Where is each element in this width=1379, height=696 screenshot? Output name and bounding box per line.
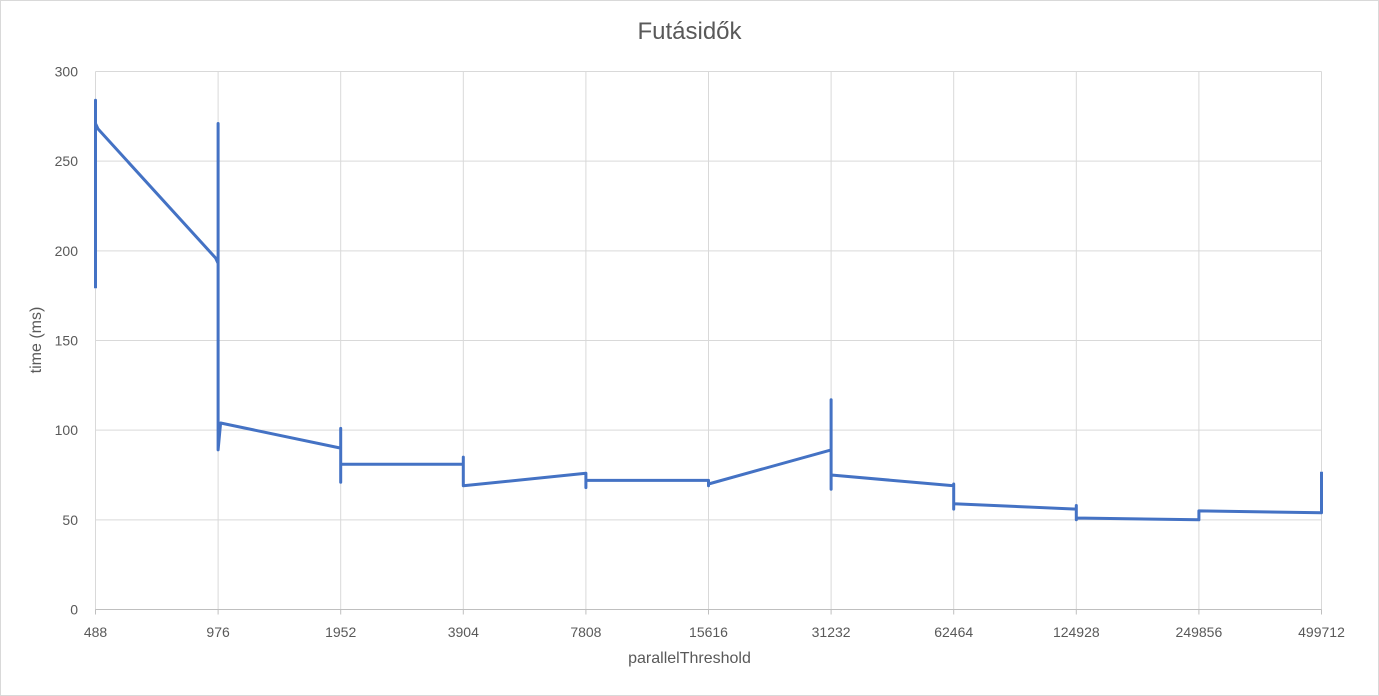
series-line xyxy=(94,98,1323,522)
x-tick-label: 1952 xyxy=(325,624,356,640)
x-tick-label: 7808 xyxy=(570,624,601,640)
chart-title: Futásidők xyxy=(637,18,742,45)
x-tick-label: 31232 xyxy=(812,624,851,640)
y-tick-label: 250 xyxy=(55,153,79,169)
x-tick-label: 15616 xyxy=(689,624,728,640)
x-tick-label: 3904 xyxy=(448,624,479,640)
y-tick-label: 50 xyxy=(62,512,78,528)
y-tick-label: 300 xyxy=(55,64,79,80)
x-tick-label: 124928 xyxy=(1053,624,1100,640)
y-tick-label: 150 xyxy=(55,333,79,349)
y-tick-label: 200 xyxy=(55,243,79,259)
x-tick-label: 62464 xyxy=(934,624,973,640)
x-tick-label: 499712 xyxy=(1298,624,1345,640)
x-tick-label: 488 xyxy=(84,624,108,640)
x-tick-label: 249856 xyxy=(1176,624,1223,640)
x-axis-title: parallelThreshold xyxy=(628,650,751,667)
y-tick-label: 100 xyxy=(55,422,79,438)
y-tick-label: 0 xyxy=(70,602,78,618)
x-tick-label: 976 xyxy=(206,624,230,640)
